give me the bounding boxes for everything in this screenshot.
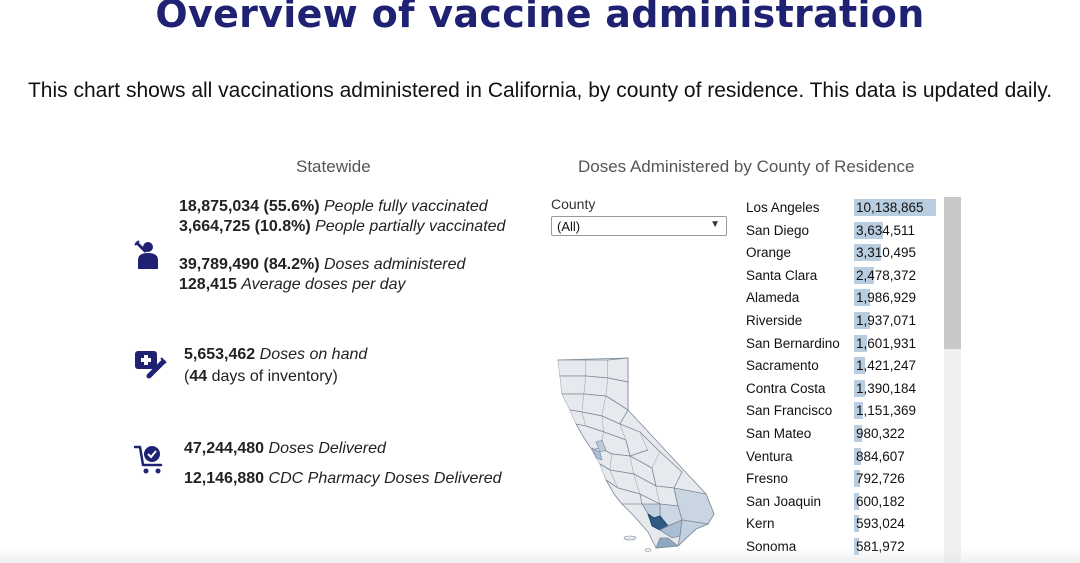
county-dose-bar (854, 266, 875, 284)
county-row[interactable]: San Joaquin 600,182 (740, 491, 950, 514)
county-dose-value: 1,986,929 (856, 290, 917, 306)
county-dose-value: 792,726 (856, 471, 905, 487)
page-subtitle: This chart shows all vaccinations admini… (27, 79, 1053, 102)
scrollbar-thumb[interactable] (944, 197, 961, 349)
doses-delivered-stat: 47,244,480 Doses Delivered (184, 440, 386, 457)
chevron-down-icon: ▼ (710, 219, 720, 230)
county-name: San Diego (746, 222, 810, 238)
cart-check-icon (134, 445, 163, 474)
county-row[interactable]: San Mateo 980,322 (740, 423, 950, 446)
county-row[interactable]: Santa Clara 2,478,372 (740, 265, 950, 288)
county-dose-value: 1,421,247 (856, 358, 917, 374)
county-dose-value: 1,937,071 (856, 312, 917, 328)
county-dose-bar (854, 289, 871, 307)
cdc-pharmacy-stat: 12,146,880 CDC Pharmacy Doses Delivered (184, 470, 502, 487)
county-row[interactable]: Orange 3,310,495 (740, 242, 950, 265)
county-dose-bar (854, 402, 864, 420)
county-filter-value: (All) (557, 219, 581, 234)
partially-vaccinated-stat: 3,664,725 (10.8%) People partially vacci… (179, 218, 506, 235)
county-name: San Joaquin (746, 493, 822, 509)
county-dose-value: 1,151,369 (856, 403, 917, 419)
county-dose-bar (854, 311, 870, 329)
county-dose-bar (854, 515, 859, 533)
page-title: Overview of vaccine administration (155, 0, 925, 36)
county-row[interactable]: Los Angeles 10,138,865 (740, 197, 950, 220)
county-dose-value: 884,607 (856, 448, 905, 464)
county-chart-heading: Doses Administered by County of Residenc… (578, 157, 915, 176)
county-row[interactable]: Contra Costa 1,390,184 (740, 378, 950, 401)
county-dose-bar (854, 221, 884, 239)
county-name: Ventura (746, 448, 793, 464)
county-name: San Francisco (746, 403, 833, 419)
county-dose-value: 980,322 (856, 425, 905, 441)
inventory-days-stat: (44 days of inventory) (184, 368, 338, 385)
county-row[interactable]: Fresno 792,726 (740, 468, 950, 491)
county-dose-value: 600,182 (856, 493, 905, 509)
county-dose-value: 10,138,865 (856, 200, 924, 215)
county-dose-value: 3,310,495 (856, 245, 917, 261)
county-dose-bar (854, 199, 936, 216)
county-dose-bar (854, 244, 881, 262)
county-dose-value: 2,478,372 (856, 267, 917, 283)
county-name: Riverside (746, 312, 803, 328)
doses-on-hand-stat: 5,653,462 Doses on hand (184, 346, 368, 363)
county-name: Orange (746, 245, 792, 261)
medical-kit-syringe-icon (135, 351, 167, 379)
county-dose-value: 1,390,184 (856, 380, 917, 396)
county-row[interactable]: San Bernardino 1,601,931 (740, 333, 950, 356)
county-name: Los Angeles (746, 200, 820, 215)
doses-administered-stat: 39,789,490 (84.2%) Doses administered (179, 256, 466, 273)
county-name: Kern (746, 516, 775, 532)
county-dose-value: 1,601,931 (856, 335, 917, 351)
county-dose-value: 593,024 (856, 516, 905, 532)
county-row[interactable]: Sacramento 1,421,247 (740, 355, 950, 378)
county-name: Alameda (746, 290, 800, 306)
county-name: San Bernardino (746, 335, 840, 351)
fully-vaccinated-stat: 18,875,034 (55.6%) People fully vaccinat… (179, 198, 488, 215)
county-row[interactable]: Ventura 884,607 (740, 446, 950, 469)
average-doses-stat: 128,415 Average doses per day (179, 276, 406, 293)
california-county-map[interactable] (556, 354, 726, 552)
county-row[interactable]: San Diego 3,634,511 (740, 220, 950, 243)
county-row[interactable]: Kern 593,024 (740, 513, 950, 536)
county-list-scrollbar[interactable] (944, 197, 961, 563)
county-dose-bar (854, 447, 862, 465)
county-dose-bar (854, 492, 859, 510)
county-dose-bar (854, 357, 866, 375)
vaccinated-person-icon (134, 240, 158, 269)
county-dose-value: 3,634,511 (856, 222, 916, 238)
county-name: Sacramento (746, 358, 819, 374)
county-filter-dropdown[interactable]: (All) ▼ (551, 216, 727, 236)
county-name: San Mateo (746, 425, 812, 441)
county-filter-label: County (551, 196, 596, 212)
bottom-edge (0, 548, 1080, 563)
county-dose-bar (854, 424, 862, 442)
county-dose-bar (854, 334, 867, 352)
statewide-heading: Statewide (296, 157, 371, 176)
county-row[interactable]: Alameda 1,986,929 (740, 287, 950, 310)
county-row[interactable]: San Francisco 1,151,369 (740, 400, 950, 423)
county-row[interactable]: Riverside 1,937,071 (740, 310, 950, 333)
county-dose-bar (854, 470, 861, 488)
county-doses-bar-list[interactable]: Los Angeles 10,138,865 San Diego 3,634,511 O… (740, 197, 950, 559)
county-name: Contra Costa (746, 380, 826, 396)
county-name: Fresno (746, 471, 789, 487)
county-name: Santa Clara (746, 267, 818, 283)
county-dose-bar (854, 379, 866, 397)
county-dose-bar (854, 537, 859, 555)
